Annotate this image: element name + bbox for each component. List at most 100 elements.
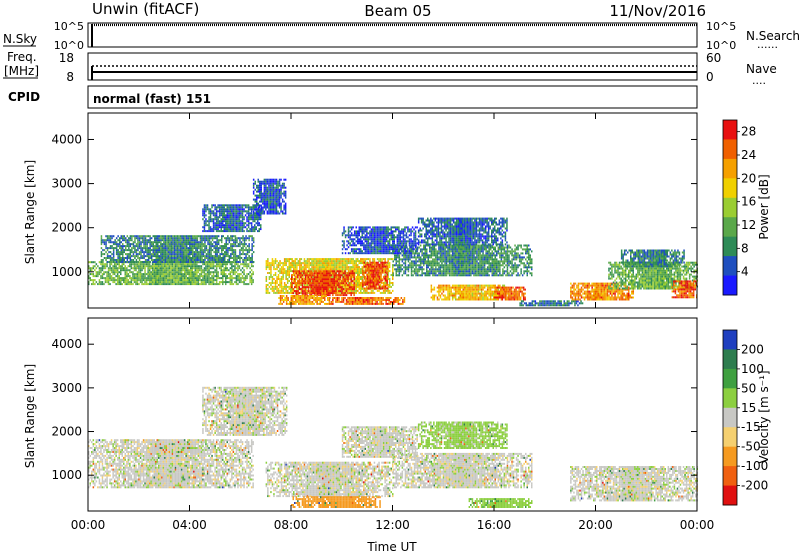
heatmap-cell (174, 283, 177, 286)
heatmap-cell (91, 267, 93, 270)
heatmap-cell (118, 265, 120, 268)
heatmap-cell (194, 273, 197, 276)
heatmap-cell (338, 291, 341, 294)
heatmap-cell (244, 279, 247, 282)
heatmap-cell (189, 249, 191, 252)
heatmap-cell (308, 264, 310, 267)
heatmap-cell (220, 281, 222, 284)
heatmap-cell (350, 278, 352, 281)
heatmap-cell (254, 230, 256, 233)
heatmap-cell (265, 284, 268, 286)
heatmap-cell (215, 271, 218, 274)
heatmap-cell (208, 212, 210, 215)
heatmap-cell (182, 279, 184, 282)
heatmap-cell (335, 299, 337, 301)
nsky-panel: N.Sky 10^5 10^0 10^5 10^0 N.Search .....… (3, 20, 800, 52)
heatmap-cell (260, 226, 262, 229)
heatmap-cell (324, 278, 326, 281)
heatmap-cell (178, 237, 180, 240)
heatmap-cell (167, 237, 170, 240)
heatmap-cell (185, 245, 188, 248)
heatmap-cell (388, 262, 391, 265)
heatmap-cell (280, 278, 283, 280)
heatmap-cell (263, 182, 266, 185)
heatmap-cell (193, 247, 196, 250)
heatmap-cell (205, 208, 207, 211)
heatmap-cell (247, 263, 250, 266)
heatmap-cell (176, 255, 179, 258)
heatmap-cell (355, 262, 357, 265)
heatmap-cell (392, 282, 394, 284)
heatmap-cell (148, 283, 151, 286)
heatmap-cell (129, 249, 132, 252)
heatmap-cell (138, 273, 140, 276)
heatmap-cell (378, 269, 381, 272)
heatmap-cell (363, 283, 366, 286)
heatmap-cell (337, 268, 339, 271)
heatmap-cell (222, 210, 224, 213)
heatmap-cell (240, 263, 242, 266)
heatmap-cell (139, 277, 142, 280)
heatmap-cell (209, 283, 212, 286)
heatmap-cell (377, 271, 379, 274)
heatmap-cell (165, 273, 168, 276)
heatmap-cell (196, 269, 198, 272)
heatmap-cell (378, 260, 380, 263)
heatmap-cell (368, 283, 370, 286)
heatmap-cell (374, 279, 376, 282)
heatmap-cell (137, 253, 139, 256)
heatmap-cell (269, 184, 272, 187)
heatmap-cell (281, 295, 283, 297)
heatmap-cell (208, 279, 210, 282)
heatmap-cell (224, 261, 226, 263)
heatmap-cell (277, 190, 279, 193)
heatmap-cell (116, 267, 119, 270)
heatmap-cell (306, 286, 308, 289)
heatmap-cell (332, 297, 334, 299)
heatmap-cell (343, 274, 345, 276)
heatmap-cell (277, 210, 279, 213)
heatmap-cell (374, 263, 376, 266)
heatmap-cell (387, 260, 389, 263)
heatmap-cell (195, 243, 197, 246)
heatmap-cell (231, 247, 234, 250)
heatmap-cell (170, 253, 173, 256)
heatmap-cell (181, 235, 183, 238)
heatmap-cell (161, 255, 164, 258)
heatmap-cell (290, 289, 292, 292)
heatmap-cell (104, 267, 107, 270)
heatmap-cell (196, 249, 199, 252)
heatmap-cell (358, 287, 360, 290)
heatmap-cell (116, 275, 119, 278)
heatmap-cell (151, 277, 154, 280)
heatmap-cell (255, 218, 257, 221)
heatmap-cell (210, 255, 212, 258)
heatmap-cell (306, 266, 309, 269)
heatmap-cell (118, 275, 120, 278)
heatmap-cell (222, 218, 224, 221)
heatmap-cell (314, 260, 316, 263)
heatmap-cell (109, 279, 111, 282)
heatmap-cell (192, 259, 194, 261)
heatmap-cell (257, 216, 259, 219)
heatmap-cell (193, 267, 195, 270)
heatmap-cell (347, 274, 349, 277)
heatmap-cell (265, 278, 268, 280)
heatmap-cell (229, 220, 232, 223)
heatmap-cell (153, 275, 155, 278)
heatmap-cell (137, 261, 139, 263)
heatmap-cell (187, 259, 189, 261)
heatmap-cell (232, 271, 235, 274)
heatmap-cell (327, 272, 329, 275)
heatmap-cell (338, 290, 340, 293)
heatmap-cell (363, 287, 366, 290)
heatmap-cell (336, 274, 339, 277)
heatmap-cell (383, 263, 385, 266)
heatmap-cell (241, 208, 244, 211)
heatmap-cell (226, 224, 228, 227)
heatmap-cell (242, 251, 244, 254)
heatmap-cell (220, 224, 222, 227)
heatmap-cell (213, 241, 215, 244)
heatmap-cell (170, 235, 173, 238)
heatmap-cell (378, 258, 380, 261)
